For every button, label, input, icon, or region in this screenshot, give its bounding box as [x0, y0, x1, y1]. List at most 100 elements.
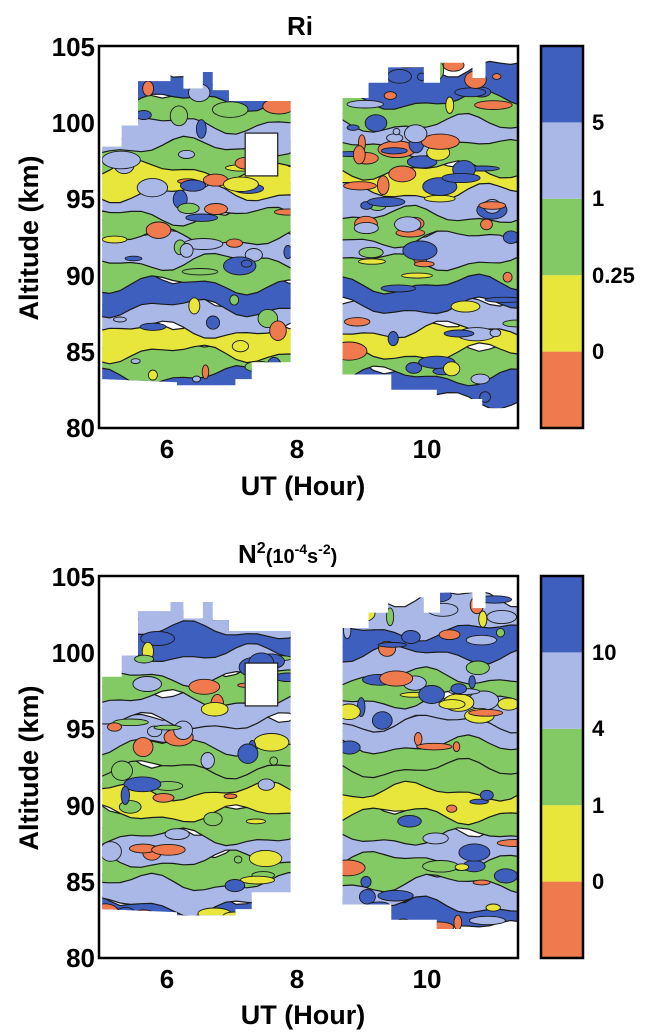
contour-patch — [111, 760, 133, 781]
contour-patch — [257, 778, 275, 791]
y-tick-label: 105 — [52, 562, 95, 592]
contour-patch — [204, 203, 228, 215]
contour-patch — [438, 699, 466, 710]
contour-patch — [341, 62, 374, 84]
contour-patch — [386, 69, 412, 84]
contour-patch — [420, 133, 460, 150]
contour-patch — [240, 259, 253, 268]
contour-patch — [468, 708, 504, 717]
contour-patch — [476, 595, 513, 604]
colorbar-swatch-darkblue — [541, 46, 583, 123]
contour-patch — [489, 328, 502, 338]
chart-title-n2: N2(10-4s-2) — [238, 539, 337, 569]
contour-patch — [478, 610, 488, 628]
contour-patch — [402, 240, 438, 261]
contour-patch — [102, 235, 128, 244]
contour-patch — [497, 697, 518, 711]
contour-patch — [453, 914, 463, 931]
contour-patch — [269, 756, 279, 766]
contour-patch — [383, 91, 397, 100]
colorbar-labels-n2: 0 1 4 10 — [592, 640, 616, 894]
contour-patch — [231, 340, 249, 353]
contour-patch — [416, 72, 427, 81]
contour-patch — [271, 613, 295, 630]
colorbar-level-label: 10 — [592, 640, 616, 665]
contour-patch — [130, 358, 141, 364]
plot-frame-n2 — [97, 574, 520, 960]
contour-patch — [132, 676, 162, 692]
contour-patch — [139, 322, 167, 331]
contour-patch — [495, 627, 506, 638]
contour-patch — [142, 80, 154, 97]
contour-patch — [353, 221, 379, 235]
contour-patch — [201, 364, 210, 380]
contour-patch — [367, 901, 390, 909]
contour-patch — [353, 911, 375, 921]
contour-patch — [123, 776, 162, 793]
contour-patch — [223, 793, 238, 799]
colorbar-swatch-lightblue — [541, 652, 583, 729]
contour-patch — [102, 903, 120, 924]
data-hole — [244, 132, 279, 177]
contour-patch — [185, 213, 219, 222]
colorbar-level-label: 0.25 — [592, 263, 635, 288]
colorbar-n2 — [539, 574, 585, 960]
contour-patch — [179, 243, 194, 258]
y-tick-label: 90 — [66, 261, 95, 291]
contour-patch — [177, 202, 200, 215]
contour-patch — [195, 119, 207, 139]
contour-patch — [418, 685, 445, 704]
contour-patch — [502, 271, 513, 283]
plot-area-ri — [102, 58, 518, 409]
contour-patch — [102, 80, 118, 101]
contour-patch — [283, 245, 293, 260]
contour-patch — [438, 629, 461, 641]
contour-patch — [179, 921, 194, 928]
contour-patch — [329, 859, 366, 877]
contour-patch — [474, 100, 513, 110]
contour-patch — [130, 909, 157, 926]
contour-patch — [387, 588, 428, 596]
contour-patch — [422, 177, 458, 196]
contour-patch — [180, 179, 206, 192]
contour-patch — [464, 70, 487, 89]
colorbar-level-label: 1 — [592, 793, 604, 818]
contour-patch — [127, 912, 161, 927]
contour-patch — [213, 592, 228, 603]
contour-patch — [454, 863, 470, 871]
y-tick-label: 95 — [66, 714, 95, 744]
x-tick-label: 10 — [413, 434, 442, 464]
contour-patch — [264, 363, 297, 382]
contour-patch — [338, 740, 361, 755]
contour-patch — [113, 718, 149, 727]
contour-patch — [120, 785, 130, 805]
contour-patch — [468, 675, 476, 689]
contour-patch — [502, 319, 518, 328]
contour-patch — [484, 296, 518, 303]
contour-patch — [386, 607, 395, 627]
colorbar-swatch-green — [541, 728, 583, 806]
contour-patch — [135, 109, 152, 121]
panel-ri: Ri 80 85 90 95 100 105 6 8 10 UT (Hour) … — [14, 11, 635, 501]
x-tick-label: 10 — [413, 964, 442, 994]
colorbar-level-label: 0 — [592, 339, 604, 364]
contour-patch — [102, 90, 136, 111]
contour-patch — [394, 216, 422, 233]
contour-patch — [397, 815, 422, 828]
contour-patch — [443, 329, 475, 338]
contour-patch — [224, 879, 246, 893]
y-tick-label: 100 — [52, 108, 95, 138]
contour-patch — [392, 127, 401, 136]
contour-patch — [200, 752, 215, 769]
contour-patch — [235, 590, 268, 611]
x-axis-label-ri: UT (Hour) — [241, 471, 365, 501]
x-tick-label: 8 — [290, 434, 304, 464]
contour-patch — [468, 915, 506, 926]
contour-patch — [469, 798, 489, 805]
contour-patch — [452, 741, 461, 753]
contour-patch — [431, 60, 445, 80]
colorbar-frame — [539, 44, 585, 430]
x-axis-label-n2: UT (Hour) — [241, 1000, 365, 1030]
contour-patch — [493, 868, 518, 884]
